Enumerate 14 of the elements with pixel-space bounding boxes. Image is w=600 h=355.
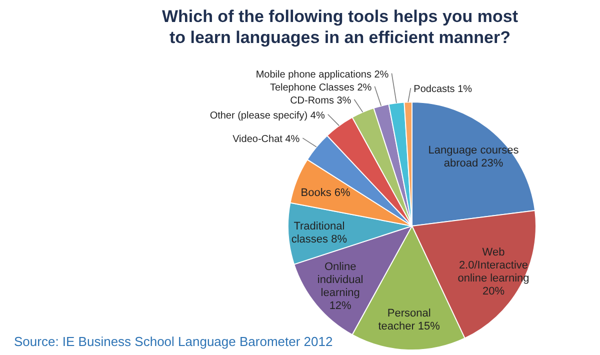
slice-label: Other (please specify) 4%	[210, 110, 325, 122]
data-label: 20%	[482, 285, 505, 298]
slice-label: Mobile phone applications 2%	[256, 69, 389, 80]
slice-label: CD-Roms 3%	[290, 95, 352, 106]
slice-label: Podcasts 1%	[414, 84, 472, 96]
source-note: Source: IE Business School Language Barometer 2012	[14, 334, 333, 349]
slice-label: Online individual learning	[317, 260, 364, 299]
slice-label: Telephone Classes 2%	[270, 82, 372, 94]
slice-label: Video-Chat 4%	[232, 134, 300, 146]
slice-label: Traditional classes 8%	[291, 220, 348, 246]
data-label: 12%	[329, 300, 352, 312]
chart-title: Which of the following tools helps you most to learn languages in an efficient manner?	[162, 7, 518, 47]
slice-label: Books 6%	[300, 186, 351, 199]
slice-label: Personal teacher 15%	[378, 307, 440, 332]
